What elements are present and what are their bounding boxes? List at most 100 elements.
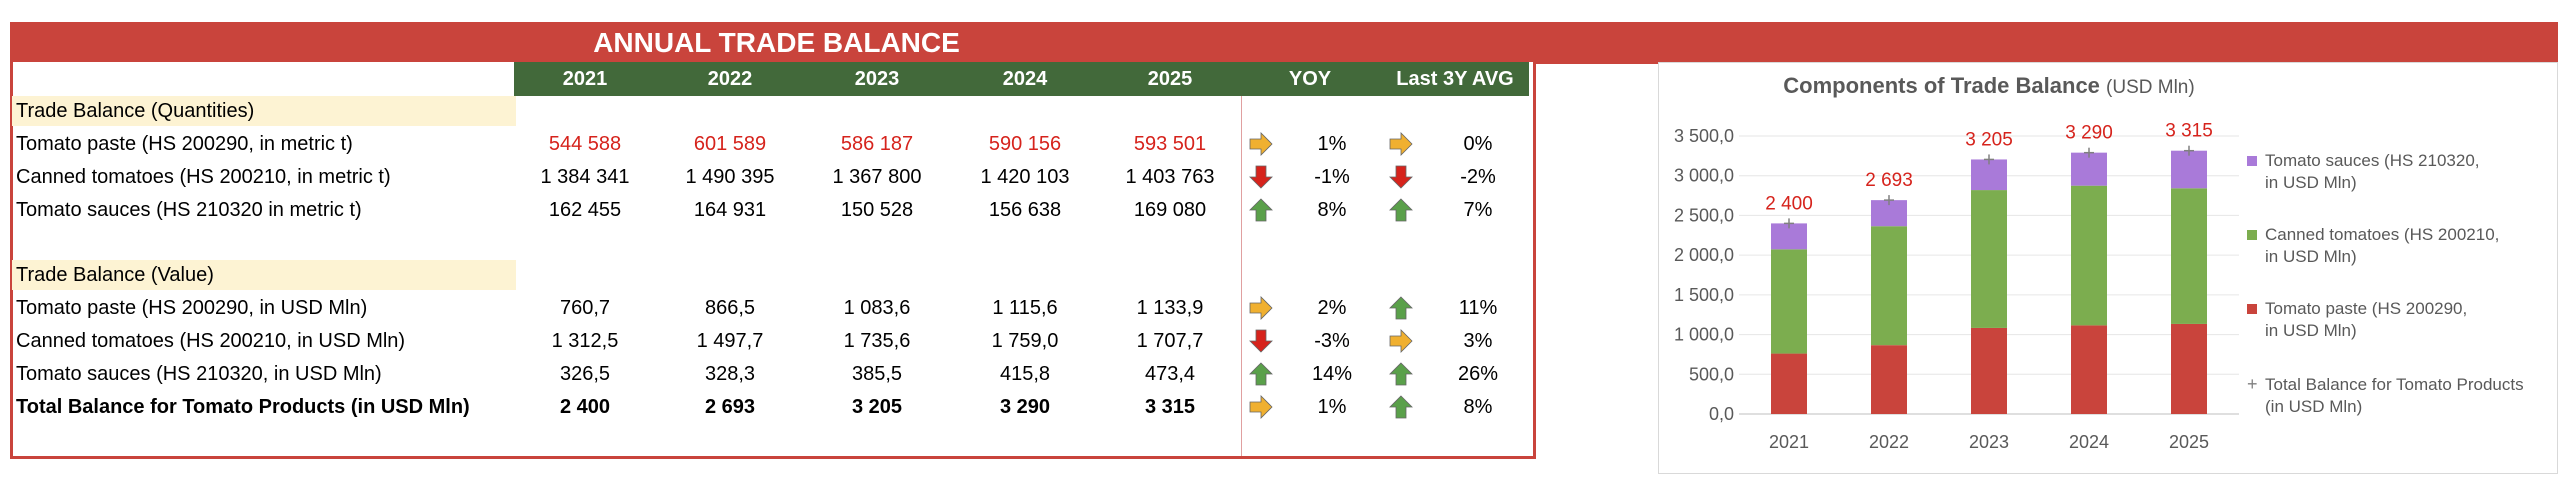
legend-total-marker: + (2247, 374, 2258, 394)
page-title: ANNUAL TRADE BALANCE (593, 27, 960, 58)
year-header: 2025 (1147, 68, 1193, 90)
row-label: Tomato sauces (HS 210320 in metric t) (16, 199, 362, 221)
chart-panel: Components of Trade Balance (USD Mln) 0,0… (1658, 62, 2558, 474)
table-cell: 590 156 (988, 133, 1062, 155)
row-label: Canned tomatoes (HS 200210, in metric t) (16, 166, 391, 188)
avg-value: 26% (1457, 363, 1499, 385)
table-cell: 156 638 (988, 199, 1062, 221)
avg-header: Last 3Y AVG (1396, 68, 1514, 90)
title-bar (10, 22, 2558, 64)
table-cell: 544 588 (548, 133, 622, 155)
year-header: 2022 (707, 68, 753, 90)
yoy-value: 8% (1317, 199, 1347, 221)
table-cell: 385,5 (851, 363, 903, 385)
yoy-value: -3% (1314, 330, 1350, 352)
table-cell: 164 931 (693, 199, 767, 221)
bar-segment-paste (1971, 327, 2007, 414)
y-tick-label: 3 500,0 (1674, 126, 1734, 146)
chart-title: Components of Trade Balance (USD Mln) (1783, 73, 2194, 98)
table-cell: 3 315 (1144, 396, 1196, 418)
avg-down-arrow-icon (1389, 165, 1413, 189)
avg-flat-arrow-icon (1389, 132, 1413, 156)
bar-segment-sauces (2171, 150, 2207, 189)
total-data-label: 2 400 (1765, 193, 1813, 214)
legend-label: Canned tomatoes (HS 200210, in USD Mln) (2265, 225, 2499, 266)
table-cell: 3 290 (999, 396, 1051, 418)
avg-value: 8% (1463, 396, 1493, 418)
yoy-flat-arrow-icon (1249, 395, 1273, 419)
y-tick-label: 1 000,0 (1674, 325, 1734, 345)
table-cell: 150 528 (840, 199, 914, 221)
legend-label: Tomato paste (HS 200290, in USD Mln) (2265, 299, 2467, 340)
table-cell: 328,3 (704, 363, 756, 385)
avg-value: 0% (1463, 133, 1493, 155)
table-cell: 593 501 (1133, 133, 1207, 155)
yoy-value: 1% (1317, 133, 1347, 155)
table-cell: 1 384 341 (540, 166, 630, 188)
table-cell: 1 707,7 (1136, 330, 1204, 352)
row-label: Tomato paste (HS 200290, in metric t) (16, 133, 353, 155)
section-label: Trade Balance (Quantities) (12, 96, 516, 126)
year-header: 2021 (562, 68, 608, 90)
y-tick-label: 2 000,0 (1674, 245, 1734, 265)
table-cell: 1 759,0 (991, 330, 1059, 352)
yoy-value: 2% (1317, 297, 1347, 319)
bar-segment-paste (2171, 323, 2207, 414)
column-divider (1241, 62, 1242, 456)
y-tick-label: 2 500,0 (1674, 205, 1734, 225)
table-cell: 326,5 (559, 363, 611, 385)
total-data-label: 3 205 (1965, 129, 2013, 150)
yoy-down-arrow-icon (1249, 329, 1273, 353)
avg-value: -2% (1460, 166, 1496, 188)
yoy-flat-arrow-icon (1249, 296, 1273, 320)
section-label: Trade Balance (Value) (12, 260, 516, 290)
table-cell: 1 420 103 (980, 166, 1070, 188)
table-cell: 1 735,6 (843, 330, 911, 352)
yoy-value: -1% (1314, 166, 1350, 188)
avg-up-arrow-icon (1389, 395, 1413, 419)
legend-label: Tomato sauces (HS 210320, in USD Mln) (2265, 151, 2480, 192)
table-cell: 2 693 (704, 396, 756, 418)
avg-up-arrow-icon (1389, 198, 1413, 222)
avg-value: 11% (1458, 297, 1498, 319)
bar-segment-paste (2071, 325, 2107, 414)
avg-value: 3% (1463, 330, 1493, 352)
y-tick-label: 1 500,0 (1674, 285, 1734, 305)
x-tick-label: 2025 (2169, 432, 2209, 452)
table-cell: 415,8 (999, 363, 1051, 385)
table-cell: 866,5 (704, 297, 756, 319)
bar-segment-canned (2171, 188, 2207, 324)
bar-segment-paste (1771, 353, 1807, 414)
row-label: Total Balance for Tomato Products (in US… (16, 396, 470, 418)
row-label: Tomato sauces (HS 210320, in USD Mln) (16, 363, 382, 385)
avg-up-arrow-icon (1389, 362, 1413, 386)
table-cell: 473,4 (1144, 363, 1196, 385)
legend-swatch (2247, 304, 2257, 314)
stacked-bar-chart: Components of Trade Balance (USD Mln) 0,0… (1674, 73, 2524, 452)
table-cell: 1 367 800 (832, 166, 922, 188)
row-label: Tomato paste (HS 200290, in USD Mln) (16, 297, 368, 319)
x-tick-label: 2021 (1769, 432, 1809, 452)
yoy-up-arrow-icon (1249, 362, 1273, 386)
yoy-flat-arrow-icon (1249, 132, 1273, 156)
avg-value: 7% (1463, 199, 1493, 221)
x-tick-label: 2022 (1869, 432, 1909, 452)
table-cell: 586 187 (840, 133, 914, 155)
table-cell: 1 115,6 (992, 297, 1058, 319)
legend-swatch (2247, 230, 2257, 240)
total-data-label: 3 290 (2065, 123, 2113, 144)
avg-up-arrow-icon (1389, 296, 1413, 320)
legend-swatch (2247, 156, 2257, 166)
table-cell: 169 080 (1133, 199, 1207, 221)
table-cell: 1 403 763 (1125, 166, 1215, 188)
total-data-label: 3 315 (2165, 121, 2213, 142)
bar-segment-canned (1771, 249, 1807, 354)
table-cell: 1 133,9 (1136, 297, 1204, 319)
table-cell: 1 497,7 (696, 330, 764, 352)
table-cell: 1 312,5 (551, 330, 619, 352)
y-tick-label: 3 000,0 (1674, 166, 1734, 186)
table-cell: 1 083,6 (843, 297, 911, 319)
table-cell: 760,7 (559, 297, 611, 319)
bar-segment-sauces (1971, 159, 2007, 191)
table-cell: 162 455 (548, 199, 622, 221)
